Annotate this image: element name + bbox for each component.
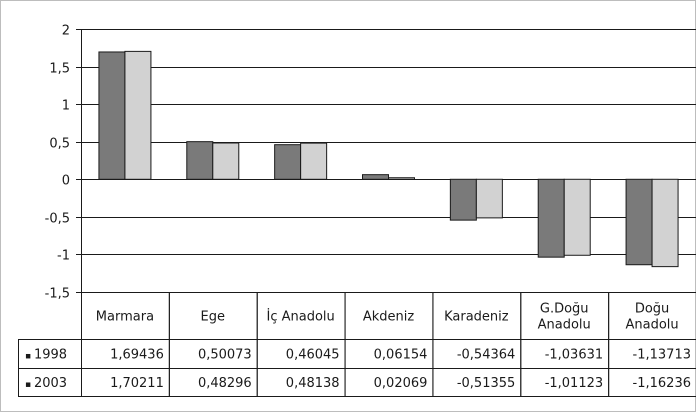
legend-marker: ▪ [25,352,34,362]
category-label: Akdeniz [363,310,415,325]
category-label: G.Doğu [540,302,589,317]
y-tick-label: 0 [62,174,70,189]
bar-1998-1 [187,142,213,180]
y-tick-label: 0,5 [49,137,70,152]
bar-1998-6 [626,179,652,264]
bar-2003-3 [389,178,415,180]
bar-2003-1 [213,143,239,179]
data-label-2003-5: -1,01123 [545,376,603,391]
bar-2003-5 [564,179,590,255]
data-label-1998-0: 1,69436 [110,348,164,363]
y-tick-label: 1 [62,99,70,114]
data-label-1998-5: -1,03631 [545,348,603,363]
bar-1998-3 [363,175,389,180]
data-label-2003-3: 0,02069 [374,376,428,391]
bar-2003-2 [301,143,327,179]
category-label: İç Anadolu [267,309,335,325]
bar-2003-0 [125,51,151,179]
category-label: Ege [201,310,225,325]
bar-1998-4 [450,179,476,220]
data-label-1998-3: 0,06154 [374,348,428,363]
legend-series-name: 2003 [34,376,67,391]
legend-series-name: 1998 [34,348,67,363]
category-label: Anadolu [538,318,591,333]
category-label: Karadeniz [444,310,509,325]
data-label-2003-0: 1,70211 [110,376,164,391]
data-label-1998-2: 0,46045 [286,348,340,363]
category-label: Anadolu [625,318,678,333]
data-label-2003-6: -1,16236 [633,376,691,391]
data-label-2003-4: -0,51355 [457,376,515,391]
bar-1998-0 [99,52,125,179]
category-label: Doğu [635,302,669,317]
data-label-1998-6: -1,13713 [633,348,691,363]
bar-1998-2 [275,145,301,180]
data-label-2003-2: 0,48138 [286,376,340,391]
legend-marker: ▪ [25,380,34,390]
data-label-1998-1: 0,50073 [198,348,252,363]
y-tick-label: -1,5 [45,287,70,302]
bar-2003-4 [476,179,502,218]
y-tick-label: -1 [57,249,70,264]
y-tick-label: 1,5 [49,62,70,77]
data-label-2003-1: 0,48296 [198,376,252,391]
y-tick-label: 2 [62,24,70,39]
bar-1998-5 [538,179,564,257]
bar-2003-6 [652,179,678,266]
data-label-1998-4: -0,54364 [457,348,515,363]
y-tick-label: -0,5 [45,212,70,227]
category-label: Marmara [96,310,154,325]
